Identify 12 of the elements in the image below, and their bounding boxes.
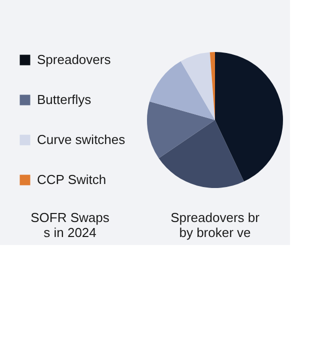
category-label: Butterflys [37,92,92,107]
pie-slice [147,101,215,158]
category-label: Curve switches [37,132,126,147]
pie-slice [215,52,283,182]
category-label: CCP Switch [37,172,106,187]
text: SOFR Swaps s in 2024 [30,210,110,240]
text: Spreadovers br by broker ve [170,210,260,240]
pie-slice [150,61,215,120]
pie-slice [180,52,215,120]
pie-slice [210,52,215,120]
category-label: Spreadovers [37,52,112,67]
pie-slice [158,120,244,188]
